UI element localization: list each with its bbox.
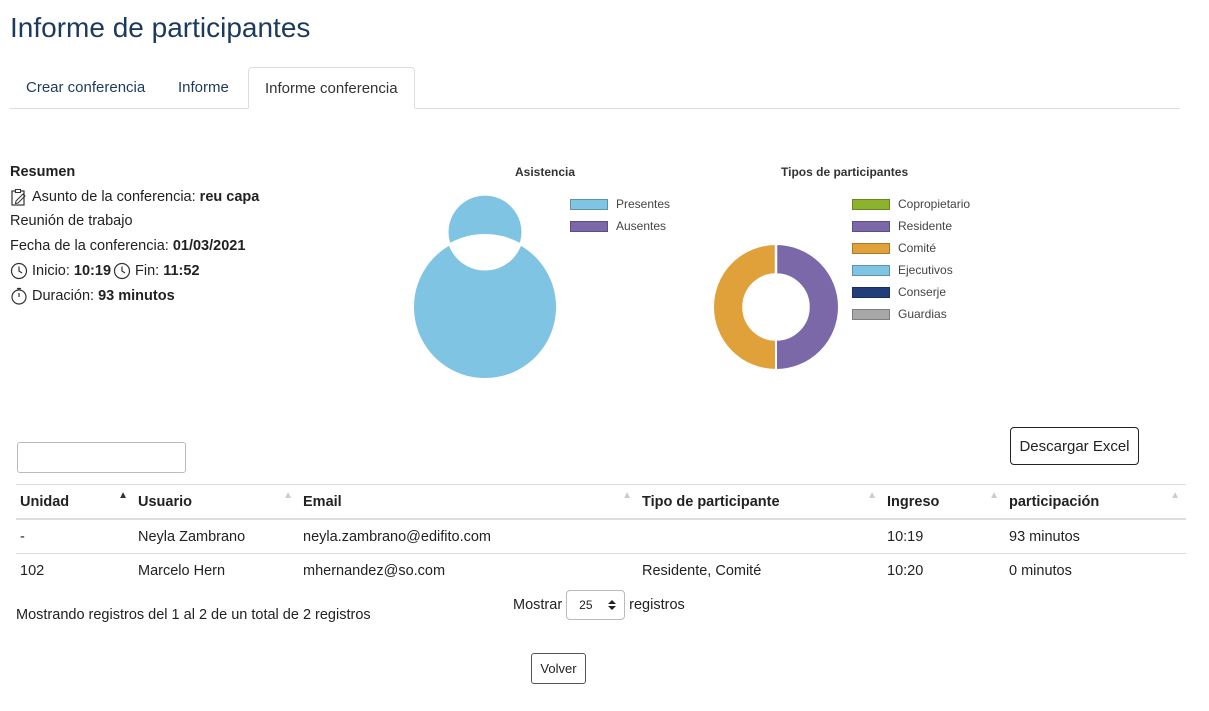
tab-informe[interactable]: Informe	[178, 79, 229, 96]
cell-usuario: Neyla Zambrano	[134, 519, 299, 554]
legend-item[interactable]: Residente	[852, 215, 970, 237]
tab-informe-conferencia[interactable]: Informe conferencia	[248, 67, 415, 109]
legend-swatch	[852, 242, 890, 254]
legend-swatch	[852, 264, 890, 276]
chart-asistencia-title: Asistencia	[515, 165, 576, 179]
cell-unidad: -	[16, 519, 134, 554]
chart-tipos-legend: Copropietario Residente Comité Ejecutivos Co…	[852, 193, 970, 325]
cell-participacion: 93 minutos	[1005, 519, 1186, 554]
donut-slice-residente[interactable]	[775, 242, 840, 372]
summary-panel: Resumen Asunto de la conferencia: reu ca…	[10, 160, 259, 308]
donut-slice-presentes[interactable]	[411, 193, 558, 380]
legend-item[interactable]: Ausentes	[570, 215, 670, 237]
stopwatch-icon	[11, 287, 27, 305]
download-excel-button[interactable]: Descargar Excel	[1010, 427, 1139, 465]
back-button[interactable]: Volver	[531, 653, 586, 684]
cell-ingreso: 10:20	[887, 562, 924, 579]
table-info: Mostrando registros del 1 al 2 de un tot…	[16, 607, 371, 623]
column-header-ingreso[interactable]: Ingreso ▲	[883, 484, 1005, 520]
legend-label: Comité	[898, 241, 937, 255]
clock-icon	[113, 263, 131, 280]
chart-tipos-title: Tipos de participantes	[781, 165, 909, 179]
legend-item[interactable]: Conserje	[852, 281, 970, 303]
cell-unidad: 102	[20, 562, 45, 579]
select-arrows-icon	[608, 600, 617, 610]
subject-label: Asunto de la conferencia:	[32, 188, 196, 205]
column-header-unidad[interactable]: Unidad ▲	[16, 484, 134, 520]
cell-email: mhernandez@so.com	[303, 562, 446, 579]
date-value: 01/03/2021	[172, 238, 246, 255]
legend-label: Presentes	[616, 197, 671, 211]
legend-swatch	[852, 198, 890, 210]
search-input[interactable]	[17, 442, 186, 473]
legend-swatch	[852, 220, 890, 232]
page-size-value: 25	[579, 598, 593, 612]
sort-icon: ▲	[283, 490, 293, 501]
column-header-tipo[interactable]: Tipo de participante ▲	[638, 484, 883, 520]
sort-icon: ▲	[1170, 490, 1180, 501]
sort-icon: ▲	[118, 490, 128, 501]
cell-tipo: Residente, Comité	[642, 562, 762, 579]
start-label: Inicio:	[32, 262, 70, 279]
edit-icon	[11, 189, 26, 206]
legend-label: Ejecutivos	[898, 263, 953, 277]
show-label: Mostrar	[513, 597, 563, 613]
table-header-row: Unidad ▲ Usuario ▲ Email ▲ Tipo de particip…	[16, 484, 1186, 520]
cell-ingreso: 10:19	[883, 519, 1005, 554]
cell-participacion: 0 minutos	[1009, 562, 1072, 579]
chart-tipos-donut	[712, 242, 840, 372]
column-header-participacion[interactable]: participación ▲	[1005, 484, 1186, 520]
legend-label: Residente	[898, 219, 953, 233]
legend-label: Guardias	[898, 307, 947, 321]
duration-value: 93 minutos	[98, 287, 175, 304]
legend-swatch	[570, 220, 608, 232]
legend-swatch	[570, 198, 608, 210]
end-label: Fin:	[135, 262, 160, 279]
legend-item[interactable]: Guardias	[852, 303, 970, 325]
column-header-usuario[interactable]: Usuario ▲	[134, 484, 299, 520]
chart-asistencia-donut	[411, 193, 558, 380]
cell-email: neyla.zambrano@edifito.com	[299, 519, 638, 554]
date-label: Fecha de la conferencia:	[10, 238, 169, 255]
clock-icon	[10, 263, 28, 280]
cell-usuario: Marcelo Hern	[138, 562, 226, 579]
legend-label: Conserje	[898, 285, 947, 299]
legend-item[interactable]: Copropietario	[852, 193, 970, 215]
page-length-control: Mostrar 25 registros	[513, 590, 685, 620]
page-size-select[interactable]: 25	[566, 590, 626, 620]
legend-label: Ausentes	[616, 219, 667, 233]
participants-table: Unidad ▲ Usuario ▲ Email ▲ Tipo de particip…	[16, 484, 1186, 587]
tab-crear-conferencia[interactable]: Crear conferencia	[26, 79, 146, 96]
legend-item[interactable]: Comité	[852, 237, 970, 259]
duration-label: Duración:	[32, 287, 95, 304]
legend-item[interactable]: Ejecutivos	[852, 259, 970, 281]
start-value: 10:19	[73, 262, 112, 279]
chart-asistencia-legend: Presentes Ausentes	[570, 193, 670, 237]
sort-icon: ▲	[622, 490, 632, 501]
legend-label: Copropietario	[898, 197, 971, 211]
records-label: registros	[629, 597, 685, 613]
summary-heading: Resumen	[10, 164, 76, 180]
sort-icon: ▲	[989, 490, 999, 501]
end-value: 11:52	[163, 262, 200, 279]
sort-icon: ▲	[867, 490, 877, 501]
table-row: - Neyla Zambrano neyla.zambrano@edifito.…	[16, 519, 1186, 554]
meeting-type: Reunión de trabajo	[10, 213, 133, 230]
donut-slice-comit-[interactable]	[712, 242, 777, 372]
subject-value: reu capa	[199, 188, 260, 205]
cell-tipo	[638, 519, 883, 554]
tab-bar: Crear conferencia Informe Informe confer…	[10, 67, 1180, 109]
column-header-email[interactable]: Email ▲	[299, 484, 638, 520]
page-title: Informe de participantes	[10, 12, 311, 43]
legend-swatch	[852, 286, 890, 298]
legend-swatch	[852, 308, 890, 320]
table-row: 102 Marcelo Hern mhernandez@so.com Resid…	[16, 554, 1186, 588]
legend-item[interactable]: Presentes	[570, 193, 670, 215]
